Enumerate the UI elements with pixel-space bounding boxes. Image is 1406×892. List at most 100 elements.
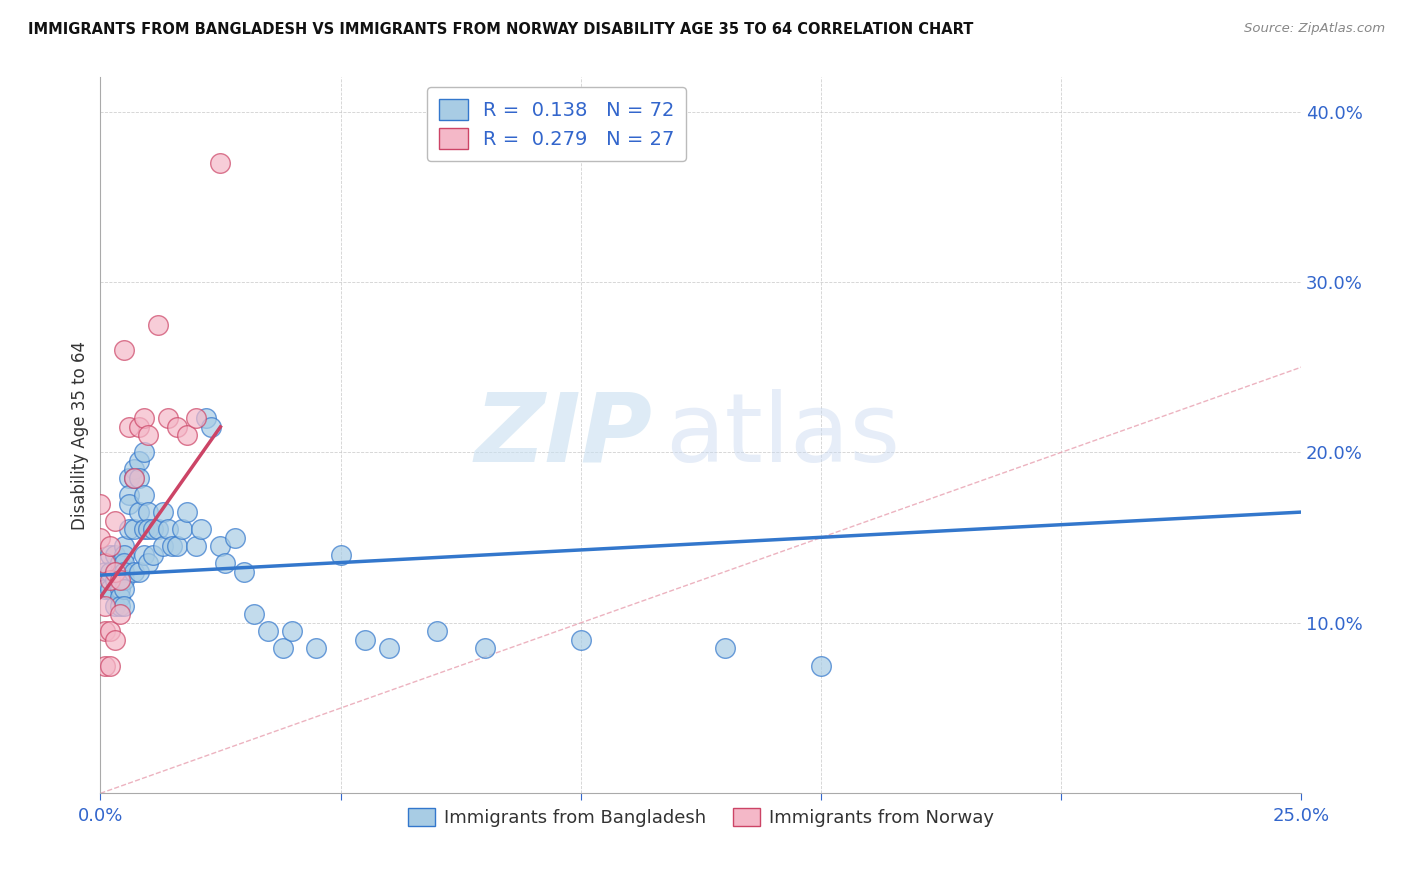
Text: Source: ZipAtlas.com: Source: ZipAtlas.com xyxy=(1244,22,1385,36)
Immigrants from Bangladesh xyxy=(94,582,117,596)
Immigrants from Norway xyxy=(128,420,150,434)
Immigrants from Norway xyxy=(104,565,127,579)
Immigrants from Bangladesh xyxy=(132,548,155,562)
Immigrants from Bangladesh xyxy=(122,565,145,579)
Immigrants from Bangladesh xyxy=(108,591,131,605)
Immigrants from Bangladesh xyxy=(118,497,141,511)
Immigrants from Bangladesh xyxy=(233,565,256,579)
Immigrants from Bangladesh xyxy=(209,539,232,553)
Immigrants from Bangladesh xyxy=(138,556,160,570)
Immigrants from Bangladesh xyxy=(104,548,127,562)
Immigrants from Bangladesh xyxy=(142,522,165,536)
Immigrants from Bangladesh xyxy=(108,599,131,613)
Immigrants from Bangladesh xyxy=(257,624,280,639)
Immigrants from Bangladesh xyxy=(128,565,150,579)
Immigrants from Norway xyxy=(94,658,117,673)
Immigrants from Norway xyxy=(98,574,121,588)
Immigrants from Bangladesh xyxy=(377,641,399,656)
Y-axis label: Disability Age 35 to 64: Disability Age 35 to 64 xyxy=(72,341,89,530)
Immigrants from Bangladesh xyxy=(104,599,127,613)
Immigrants from Bangladesh xyxy=(132,522,155,536)
Immigrants from Bangladesh xyxy=(98,582,121,596)
Immigrants from Norway xyxy=(132,411,155,425)
Immigrants from Bangladesh xyxy=(426,624,449,639)
Immigrants from Bangladesh xyxy=(810,658,832,673)
Immigrants from Bangladesh xyxy=(89,574,111,588)
Immigrants from Norway xyxy=(138,428,160,442)
Immigrants from Bangladesh xyxy=(142,548,165,562)
Immigrants from Bangladesh xyxy=(98,548,121,562)
Immigrants from Bangladesh xyxy=(713,641,735,656)
Immigrants from Norway xyxy=(156,411,179,425)
Immigrants from Bangladesh xyxy=(94,565,117,579)
Immigrants from Bangladesh xyxy=(305,641,328,656)
Immigrants from Bangladesh xyxy=(281,624,304,639)
Immigrants from Bangladesh xyxy=(138,522,160,536)
Immigrants from Bangladesh xyxy=(112,548,135,562)
Text: atlas: atlas xyxy=(665,389,900,482)
Immigrants from Norway xyxy=(176,428,198,442)
Immigrants from Bangladesh xyxy=(108,582,131,596)
Immigrants from Bangladesh xyxy=(214,556,236,570)
Immigrants from Bangladesh xyxy=(152,505,174,519)
Immigrants from Bangladesh xyxy=(112,582,135,596)
Immigrants from Bangladesh xyxy=(108,556,131,570)
Immigrants from Bangladesh xyxy=(112,556,135,570)
Immigrants from Bangladesh xyxy=(569,632,592,647)
Immigrants from Bangladesh xyxy=(128,454,150,468)
Immigrants from Bangladesh xyxy=(108,565,131,579)
Immigrants from Bangladesh xyxy=(146,522,169,536)
Immigrants from Bangladesh xyxy=(271,641,294,656)
Immigrants from Bangladesh xyxy=(186,539,208,553)
Immigrants from Norway xyxy=(104,632,127,647)
Immigrants from Norway xyxy=(186,411,208,425)
Immigrants from Norway xyxy=(108,607,131,622)
Immigrants from Bangladesh xyxy=(118,522,141,536)
Immigrants from Bangladesh xyxy=(132,488,155,502)
Text: ZIP: ZIP xyxy=(475,389,652,482)
Text: IMMIGRANTS FROM BANGLADESH VS IMMIGRANTS FROM NORWAY DISABILITY AGE 35 TO 64 COR: IMMIGRANTS FROM BANGLADESH VS IMMIGRANTS… xyxy=(28,22,973,37)
Immigrants from Bangladesh xyxy=(118,471,141,485)
Immigrants from Norway xyxy=(104,514,127,528)
Immigrants from Norway xyxy=(98,658,121,673)
Immigrants from Bangladesh xyxy=(138,505,160,519)
Immigrants from Bangladesh xyxy=(104,565,127,579)
Immigrants from Bangladesh xyxy=(176,505,198,519)
Immigrants from Norway xyxy=(146,318,169,332)
Immigrants from Bangladesh xyxy=(190,522,212,536)
Immigrants from Bangladesh xyxy=(474,641,496,656)
Immigrants from Bangladesh xyxy=(122,471,145,485)
Immigrants from Bangladesh xyxy=(112,565,135,579)
Immigrants from Norway xyxy=(122,471,145,485)
Immigrants from Bangladesh xyxy=(122,522,145,536)
Immigrants from Norway xyxy=(89,531,111,545)
Immigrants from Norway xyxy=(94,556,117,570)
Legend: Immigrants from Bangladesh, Immigrants from Norway: Immigrants from Bangladesh, Immigrants f… xyxy=(401,801,1001,834)
Immigrants from Norway xyxy=(98,539,121,553)
Immigrants from Bangladesh xyxy=(162,539,184,553)
Immigrants from Bangladesh xyxy=(152,539,174,553)
Immigrants from Bangladesh xyxy=(112,574,135,588)
Immigrants from Bangladesh xyxy=(329,548,352,562)
Immigrants from Norway xyxy=(94,599,117,613)
Immigrants from Norway xyxy=(94,624,117,639)
Immigrants from Norway xyxy=(166,420,188,434)
Immigrants from Bangladesh xyxy=(224,531,246,545)
Immigrants from Bangladesh xyxy=(132,445,155,459)
Immigrants from Bangladesh xyxy=(112,539,135,553)
Immigrants from Norway xyxy=(108,574,131,588)
Immigrants from Bangladesh xyxy=(98,565,121,579)
Immigrants from Bangladesh xyxy=(118,488,141,502)
Immigrants from Bangladesh xyxy=(353,632,375,647)
Immigrants from Norway xyxy=(112,343,135,358)
Immigrants from Bangladesh xyxy=(170,522,193,536)
Immigrants from Bangladesh xyxy=(112,599,135,613)
Immigrants from Bangladesh xyxy=(128,471,150,485)
Immigrants from Bangladesh xyxy=(122,462,145,476)
Immigrants from Bangladesh xyxy=(166,539,188,553)
Immigrants from Bangladesh xyxy=(128,505,150,519)
Immigrants from Norway xyxy=(209,155,232,169)
Immigrants from Norway xyxy=(98,624,121,639)
Immigrants from Bangladesh xyxy=(104,574,127,588)
Immigrants from Bangladesh xyxy=(243,607,266,622)
